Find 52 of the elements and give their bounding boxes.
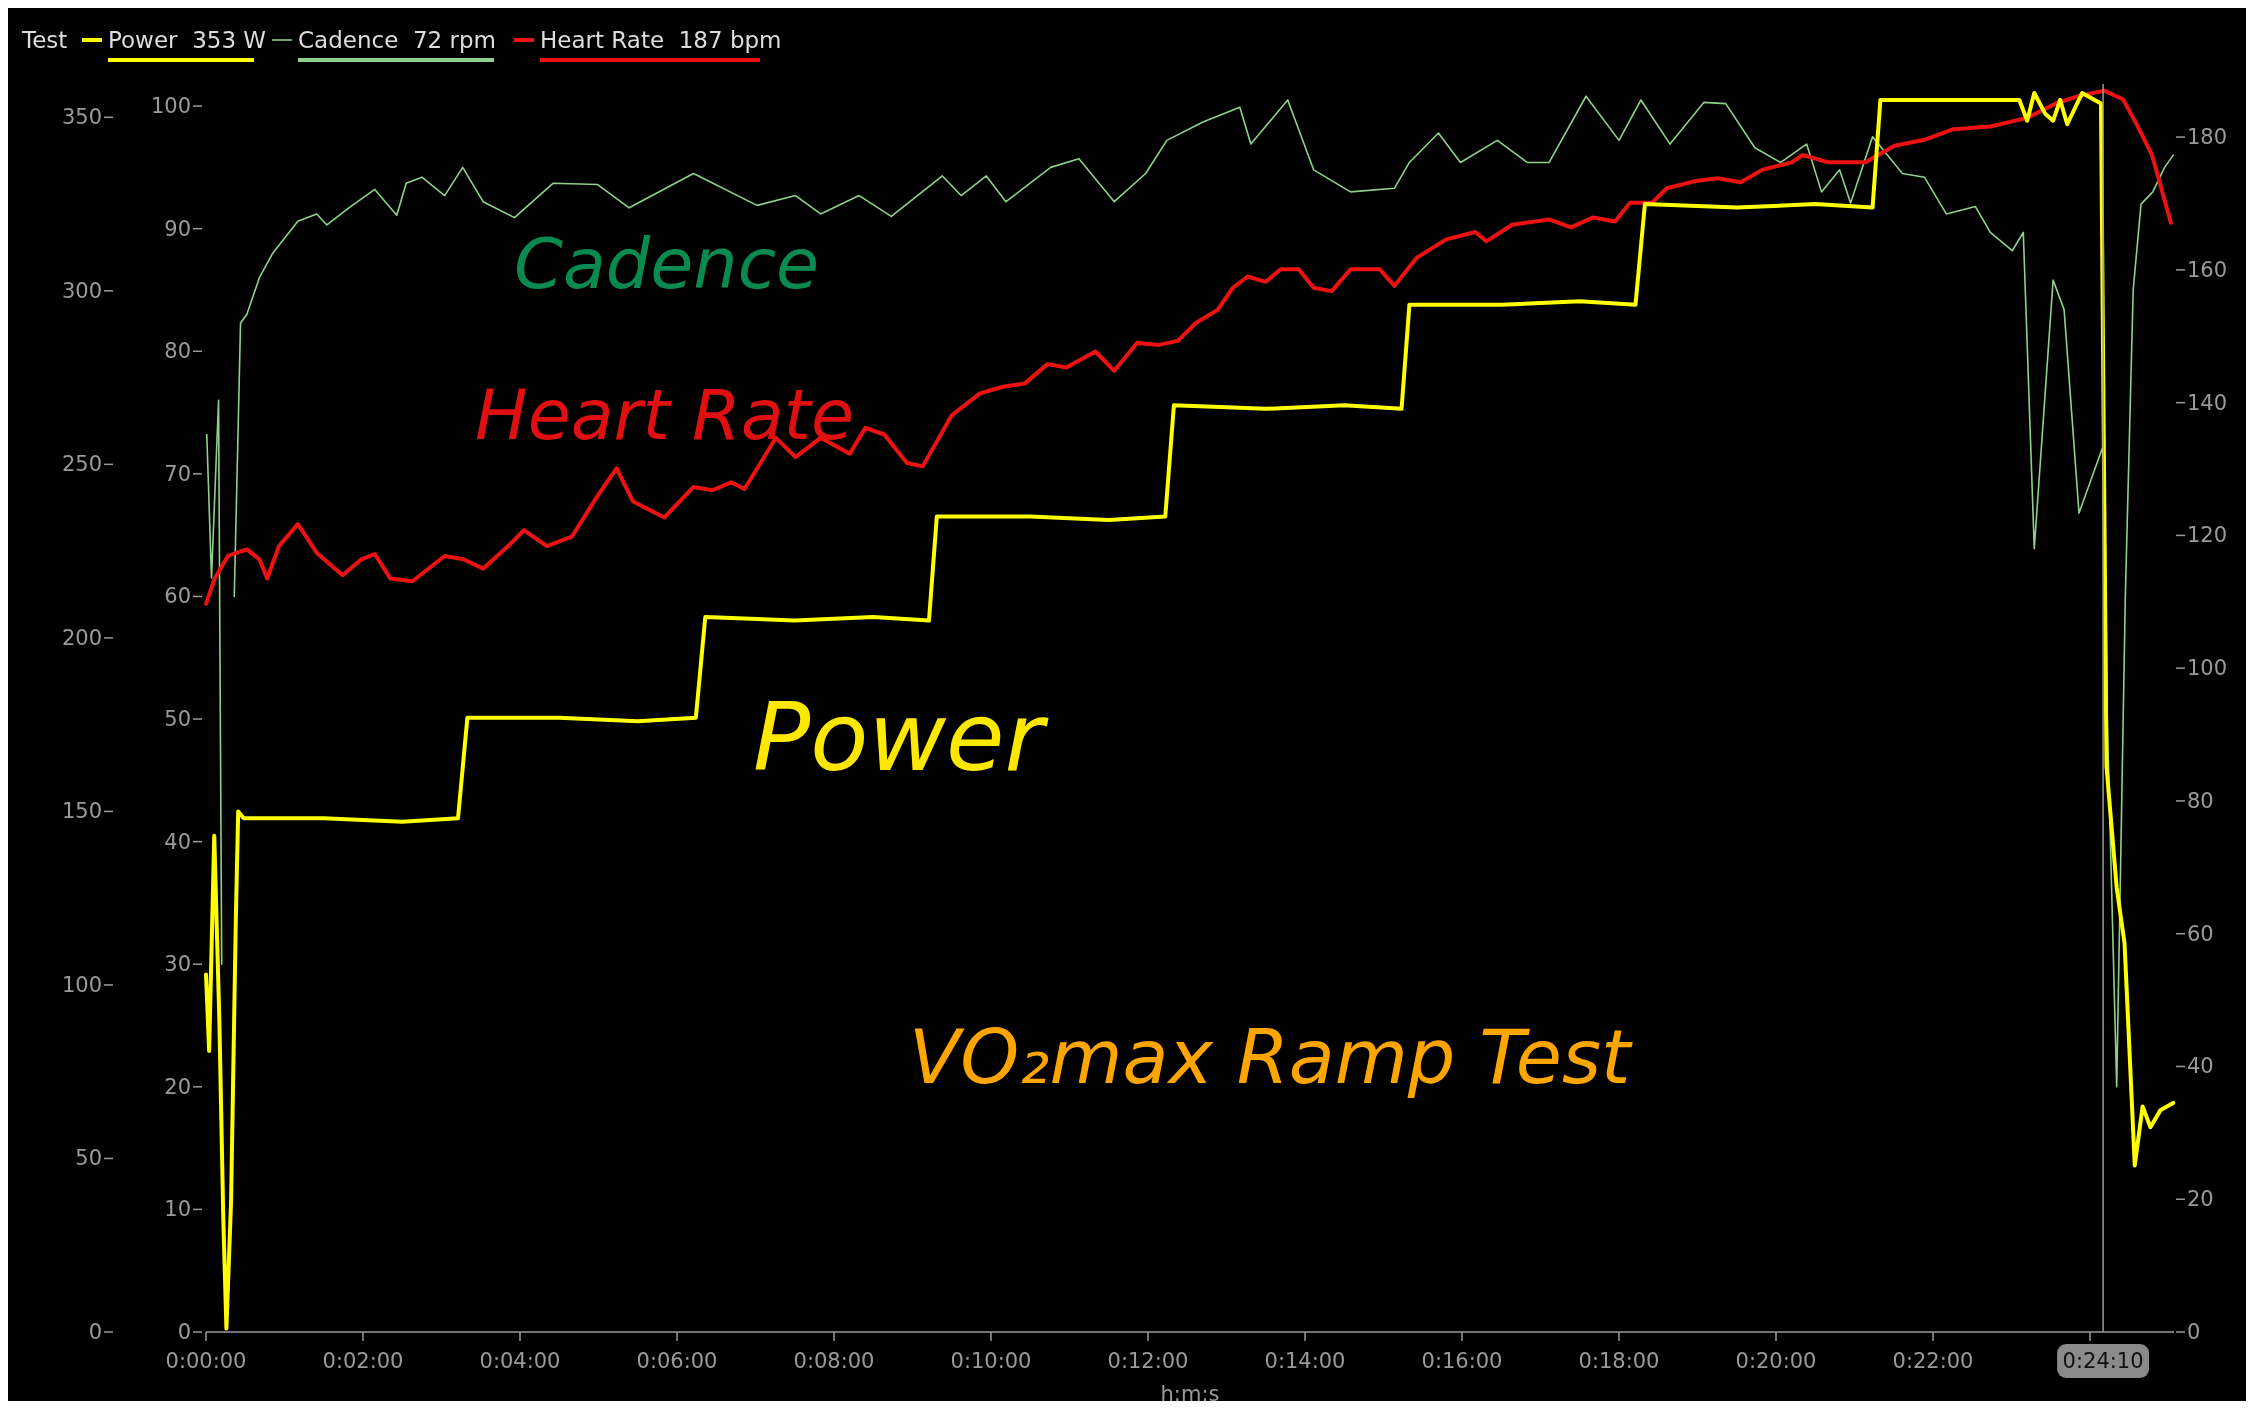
line-series: [204, 88, 2173, 606]
y3-tick-label: 20: [164, 1074, 191, 1099]
y3-tick-label: 40: [164, 829, 191, 854]
y2-tick-label: 80: [2187, 788, 2214, 813]
y2-tick-label: 60: [2187, 921, 2214, 946]
x-tick-label: 0:04:00: [479, 1349, 561, 1373]
x-tick-label: 0:08:00: [793, 1349, 875, 1373]
y-tick-label: 350: [61, 105, 102, 130]
legend-label: Cadence 72 rpm: [298, 27, 496, 53]
x-tick-label: 0:12:00: [1107, 1349, 1189, 1373]
legend-label: Heart Rate 187 bpm: [540, 27, 782, 53]
y-tick-label: 0: [88, 1320, 102, 1344]
y3-tick-label: 80: [164, 339, 191, 364]
annotation: Cadence: [514, 223, 820, 305]
y-tick-label: 150: [61, 799, 102, 824]
y3-tick-label: 70: [164, 461, 191, 486]
y-tick-label: 100: [61, 972, 102, 997]
x-tick-label: 0:00:00: [165, 1349, 247, 1373]
y2-tick-label: 40: [2187, 1054, 2214, 1079]
chart-title: Test: [21, 27, 68, 53]
y3-tick-label: 10: [164, 1197, 191, 1222]
y2-tick-label: 120: [2187, 523, 2228, 548]
y2-tick-label: 0: [2187, 1320, 2201, 1344]
y3-tick-label: 100: [150, 94, 191, 119]
x-tick-label: 0:14:00: [1264, 1349, 1346, 1373]
y-tick-label: 200: [61, 625, 102, 650]
y-tick-label: 50: [75, 1146, 102, 1171]
legend-label: Power 353 W: [108, 27, 267, 53]
y3-tick-label: 50: [164, 707, 191, 732]
x-tick-label: 0:02:00: [322, 1349, 404, 1373]
x-tick-label: 0:20:00: [1735, 1349, 1817, 1373]
y-tick-label: 250: [61, 452, 102, 477]
x-tick-label: 0:18:00: [1578, 1349, 1660, 1373]
x-tick-label: 0:16:00: [1421, 1349, 1503, 1373]
annotation: Heart Rate: [475, 374, 855, 456]
x-tick-label: 0:06:00: [636, 1349, 718, 1373]
y3-tick-label: 30: [164, 952, 191, 977]
y2-tick-label: 20: [2187, 1187, 2214, 1212]
y-tick-label: 300: [61, 278, 102, 303]
y3-tick-label: 90: [164, 216, 191, 241]
y3-tick-label: 0: [177, 1320, 191, 1344]
y2-tick-label: 160: [2187, 257, 2228, 282]
y2-tick-label: 100: [2187, 656, 2228, 681]
annotation: Power: [753, 682, 1049, 792]
y2-tick-label: 180: [2187, 125, 2228, 150]
y3-tick-label: 60: [164, 584, 191, 609]
ref-line-label: 0:24:10: [2062, 1349, 2144, 1373]
x-tick-label: 0:22:00: [1892, 1349, 1974, 1373]
annotation: VO₂max Ramp Test: [909, 1013, 1633, 1101]
x-axis-title: h:m:s: [1160, 1382, 1220, 1406]
y2-tick-label: 140: [2187, 390, 2228, 415]
x-tick-label: 0:10:00: [950, 1349, 1032, 1373]
